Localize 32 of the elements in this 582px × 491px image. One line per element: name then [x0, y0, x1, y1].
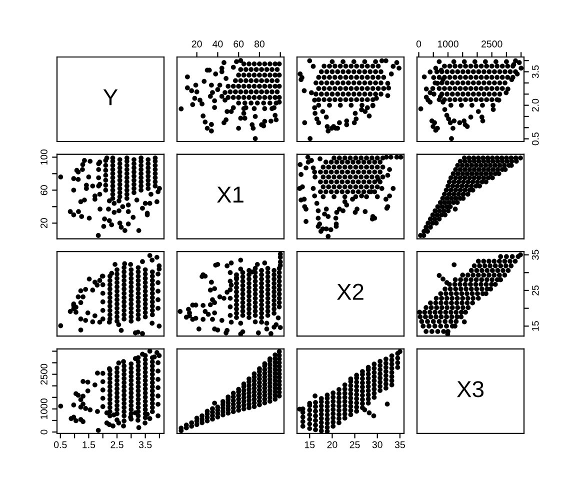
y-tick-label: 25	[532, 285, 539, 296]
y-tick-label: 0	[40, 430, 48, 434]
x-tick-label: 2.5	[110, 441, 124, 448]
x-tick-label: 40	[212, 40, 223, 48]
y-tick-label: 15	[532, 321, 539, 331]
y-tick-label: 1000	[40, 398, 48, 419]
x-tick-label: 20	[327, 441, 338, 448]
y-tick-label: 60	[40, 185, 48, 196]
y-tick-label: 0.5	[532, 132, 539, 146]
x-tick-label: 0.5	[54, 441, 67, 448]
y-tick-label: 20	[40, 218, 48, 228]
x-tick-label: 2500	[482, 40, 502, 48]
x-tick-label: 1000	[438, 40, 458, 48]
x-tick-label: 60	[234, 40, 244, 48]
x-tick-label: 3.5	[138, 441, 152, 448]
text: X2	[337, 284, 364, 300]
text: X1	[217, 186, 244, 202]
x-tick-label: 25	[350, 441, 360, 448]
x-tick-label: 0	[416, 40, 422, 48]
y-tick-label: 3.5	[532, 65, 539, 78]
x-tick-label: 20	[192, 40, 202, 48]
x-tick-label: 30	[372, 441, 382, 448]
x-tick-label: 1.5	[82, 441, 96, 448]
text: Y	[103, 89, 118, 106]
y-tick-label: 35	[532, 250, 539, 260]
y-tick-label: 100	[40, 149, 48, 165]
x-tick-label: 80	[254, 40, 264, 48]
x-tick-label: 15	[304, 441, 315, 448]
text: X3	[457, 381, 484, 398]
x-tick-label: 35	[394, 441, 405, 448]
y-tick-label: 2500	[40, 364, 48, 385]
y-tick-label: 2.0	[532, 98, 539, 112]
